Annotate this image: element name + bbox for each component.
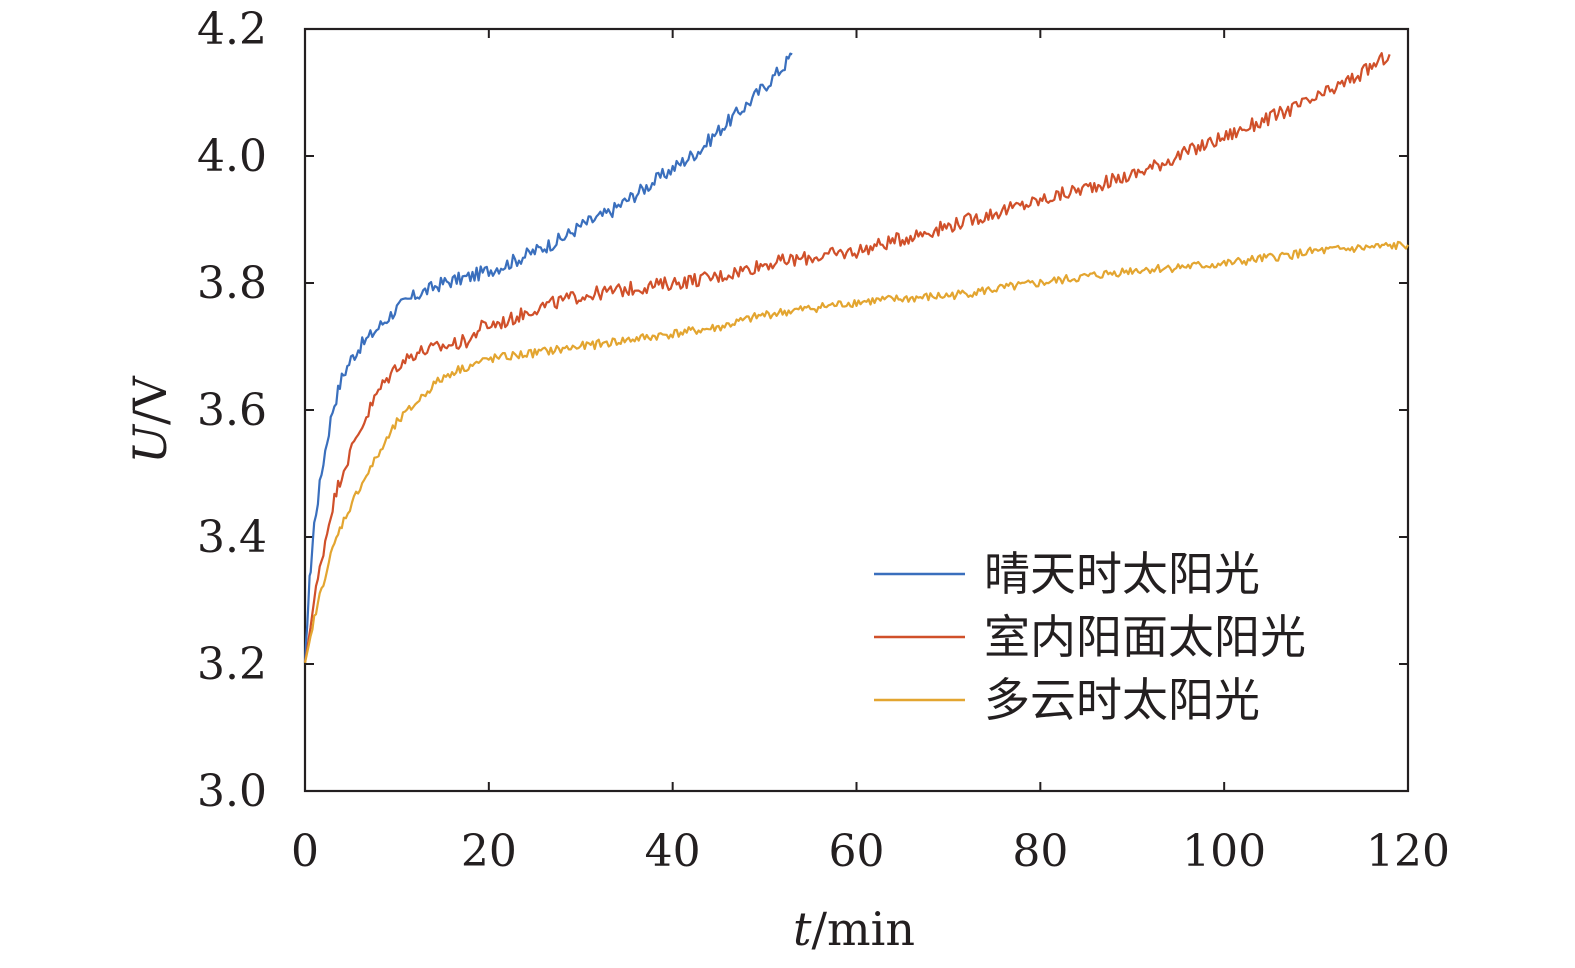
legend-label-1: 晴天时太阳光 xyxy=(984,547,1260,601)
y-axis-ticks: 3.0 3.2 3.4 3.6 3.8 4.0 4.2 xyxy=(197,4,1408,817)
x-axis-label-variable: t xyxy=(793,902,812,956)
y-tick-label: 4.2 xyxy=(197,4,267,55)
x-tick-label: 60 xyxy=(829,826,885,877)
y-tick-label: 3.6 xyxy=(197,385,267,436)
y-tick-label: 3.8 xyxy=(197,258,267,309)
y-tick-label: 3.4 xyxy=(197,512,267,563)
y-axis-label-variable: U xyxy=(123,423,177,464)
series-line-1 xyxy=(303,52,793,663)
y-tick-label: 4.0 xyxy=(197,131,267,182)
x-tick-label: 0 xyxy=(291,826,319,877)
x-tick-label: 40 xyxy=(645,826,701,877)
legend-label-3: 多云时太阳光 xyxy=(984,673,1260,727)
x-tick-label: 80 xyxy=(1012,826,1068,877)
series-line-2 xyxy=(303,52,1391,663)
x-axis-label-unit: /min xyxy=(812,902,915,956)
y-axis-label-unit: /V xyxy=(123,375,177,424)
x-axis-label: t/min xyxy=(793,902,915,956)
x-tick-label: 20 xyxy=(461,826,517,877)
y-tick-label: 3.0 xyxy=(197,766,267,817)
x-tick-label: 100 xyxy=(1182,826,1266,877)
x-axis-ticks: 0 20 40 60 80 100 120 xyxy=(291,29,1450,877)
series-lines xyxy=(303,52,1409,664)
series-line-3 xyxy=(303,240,1409,664)
y-tick-label: 3.2 xyxy=(197,639,267,690)
legend-label-2: 室内阳面太阳光 xyxy=(984,610,1306,664)
y-axis-label: U/V xyxy=(123,375,177,463)
x-tick-label: 120 xyxy=(1366,826,1450,877)
